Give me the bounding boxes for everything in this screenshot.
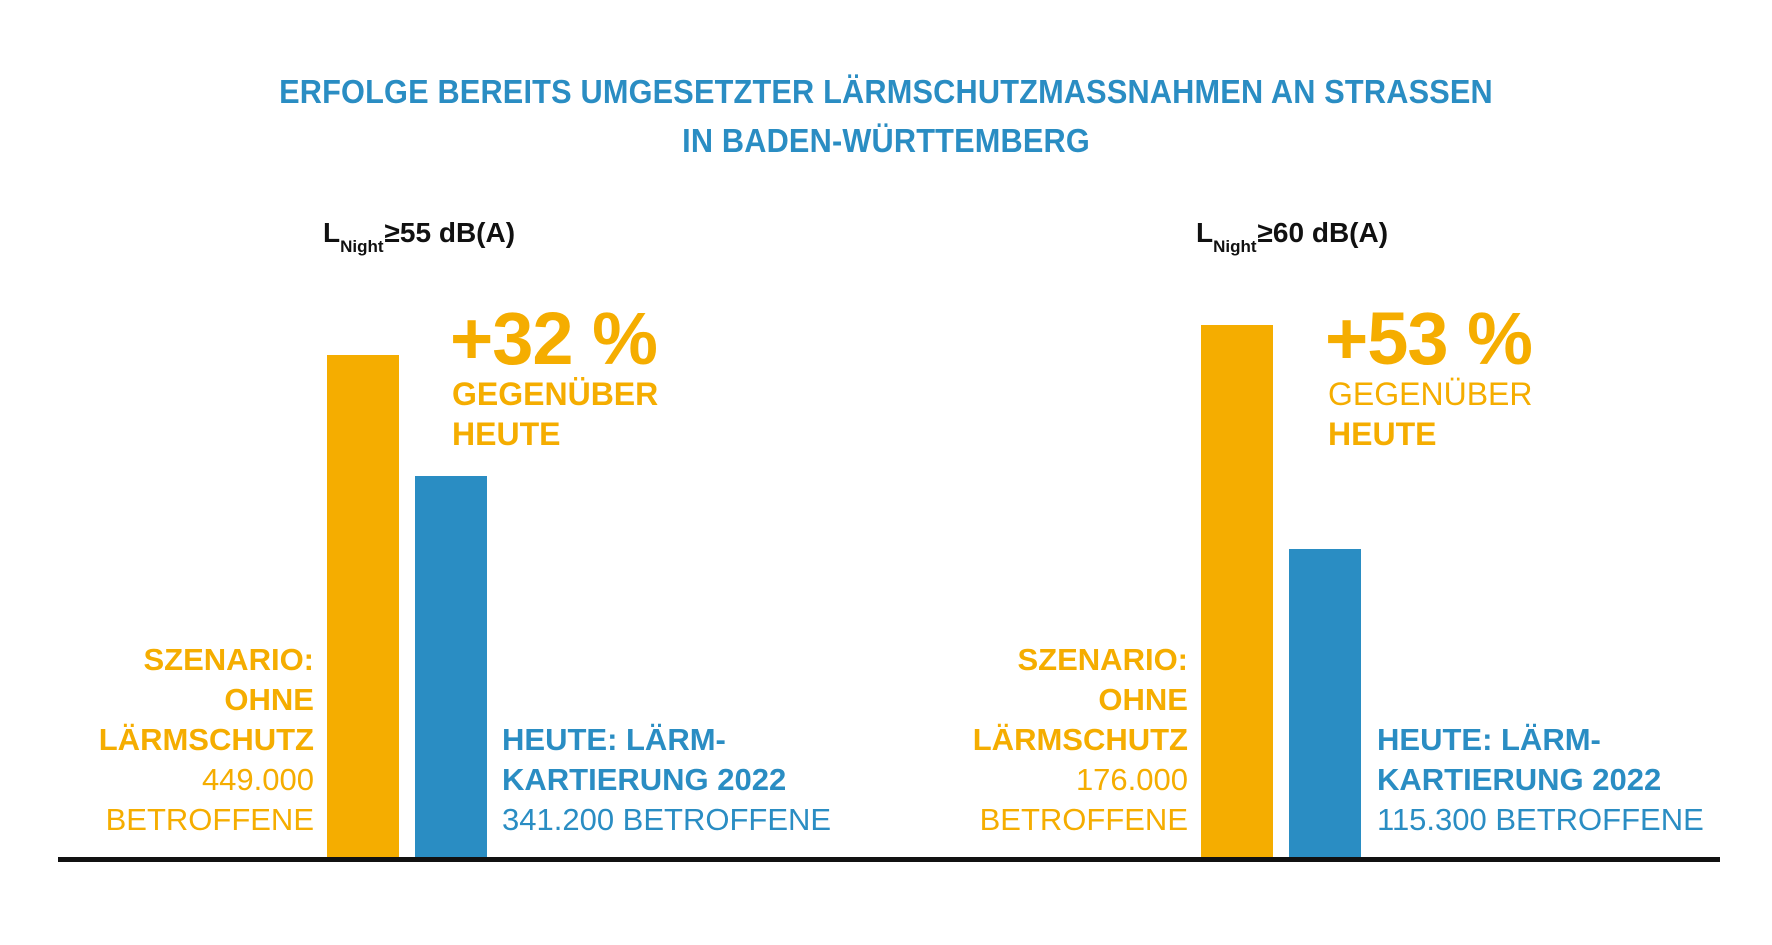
bar-left-scenario (327, 355, 399, 857)
label-right-scenario-line-1: SZENARIO: (1017, 642, 1189, 677)
label-left-today-line-1: HEUTE: LÄRM- (502, 722, 726, 757)
bar-right-scenario (1201, 325, 1273, 857)
label-left-scenario-line-2: OHNE (224, 682, 314, 717)
label-right-scenario-line-2: OHNE (1098, 682, 1188, 717)
label-left-today-value: 341.200 BETROFFENE (502, 802, 832, 837)
label-right-scenario-line-3: LÄRMSCHUTZ (972, 722, 1188, 757)
bar-right-today (1289, 549, 1361, 857)
label-right-today: HEUTE: LÄRM- KARTIERUNG 2022 115.300 BET… (1377, 720, 1704, 840)
label-right-scenario: SZENARIO: OHNE LÄRMSCHUTZ 176.000 BETROF… (973, 640, 1188, 840)
change-note-right-2: HEUTE (1328, 416, 1437, 452)
label-left-scenario-line-1: SZENARIO: (143, 642, 315, 677)
change-note-right-1: GEGENÜBER (1328, 376, 1533, 412)
baseline-axis (58, 857, 1720, 862)
label-left-scenario-line-3: LÄRMSCHUTZ (98, 722, 314, 757)
chart-title-line-2: IN BADEN-WÜRTTEMBERG (682, 122, 1090, 159)
change-percent-left: +32 % (450, 297, 658, 380)
label-left-scenario: SZENARIO: OHNE LÄRMSCHUTZ 449.000 BETROF… (99, 640, 314, 840)
label-right-scenario-unit: BETROFFENE (979, 802, 1188, 837)
label-left-today: HEUTE: LÄRM- KARTIERUNG 2022 341.200 BET… (502, 720, 831, 840)
label-right-today-value: 115.300 BETROFFENE (1377, 802, 1704, 837)
label-left-scenario-value: 449.000 (201, 762, 314, 797)
change-percent-right: +53 % (1325, 297, 1533, 380)
change-note-left-1: GEGENÜBER (452, 376, 659, 412)
label-right-today-line-1: HEUTE: LÄRM- (1377, 722, 1601, 757)
label-right-today-line-2: KARTIERUNG 2022 (1377, 762, 1662, 797)
change-note-left-2: HEUTE (452, 416, 561, 452)
condition-label-left: LNight≥55 dB(A) (323, 217, 516, 256)
label-left-scenario-unit: BETROFFENE (105, 802, 314, 837)
condition-label-right: LNight≥60 dB(A) (1196, 217, 1389, 256)
chart-title-line-1: ERFOLGE BEREITS UMGESETZTER LÄRMSCHUTZMA… (279, 73, 1493, 110)
bar-left-today (415, 475, 487, 857)
label-left-today-line-2: KARTIERUNG 2022 (502, 762, 787, 797)
label-right-scenario-value: 176.000 (1075, 762, 1188, 797)
